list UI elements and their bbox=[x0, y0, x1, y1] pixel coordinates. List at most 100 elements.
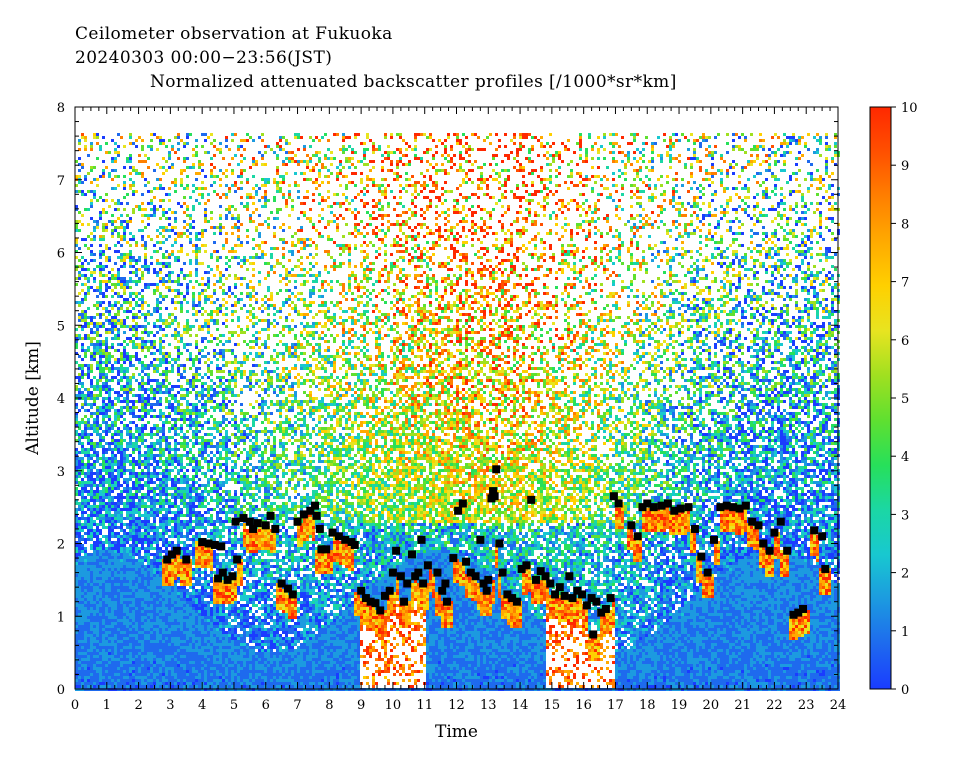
heatmap-cell-3348 bbox=[156, 460, 159, 463]
heatmap-cell-3947 bbox=[171, 478, 174, 481]
heatmap-cell-1282 bbox=[105, 457, 108, 460]
heatmap-cell-714 bbox=[90, 670, 93, 673]
heatmap-cell-586 bbox=[87, 664, 90, 667]
heatmap-cell-3727 bbox=[165, 496, 168, 499]
heatmap-cell-1874 bbox=[120, 295, 123, 298]
heatmap-cell-3387 bbox=[156, 601, 159, 604]
heatmap-cell-1511 bbox=[111, 379, 114, 382]
heatmap-cell-2737 bbox=[141, 304, 144, 307]
heatmap-cell-474 bbox=[84, 673, 87, 676]
heatmap-cell-2289 bbox=[129, 487, 132, 490]
heatmap-cell-3566 bbox=[162, 283, 165, 286]
heatmap-cell-360 bbox=[81, 676, 84, 679]
heatmap-cell-3537 bbox=[159, 664, 162, 667]
heatmap-cell-3394 bbox=[156, 622, 159, 625]
heatmap-cell-1149 bbox=[102, 451, 105, 454]
heatmap-cell-1678 bbox=[114, 553, 117, 556]
heatmap-cell-1435 bbox=[108, 568, 111, 571]
heatmap-cell-3260 bbox=[153, 565, 156, 568]
heatmap-cell-199 bbox=[78, 565, 81, 568]
heatmap-cell-3699 bbox=[165, 379, 168, 382]
heatmap-cell-1505 bbox=[111, 346, 114, 349]
heatmap-cell-3591 bbox=[162, 433, 165, 436]
heatmap-cell-2806 bbox=[141, 589, 144, 592]
heatmap-cell-2217 bbox=[126, 667, 129, 670]
heatmap-cell-1109 bbox=[102, 250, 105, 253]
heatmap-cell-4069 bbox=[174, 493, 177, 496]
heatmap-cell-2824 bbox=[141, 643, 144, 646]
heatmap-cell-3135 bbox=[150, 529, 153, 532]
heatmap-cell-1645 bbox=[114, 424, 117, 427]
heatmap-cell-3869 bbox=[168, 580, 171, 583]
heatmap-cell-3992 bbox=[171, 631, 174, 634]
heatmap-cell-2264 bbox=[129, 376, 132, 379]
heatmap-cell-2996 bbox=[147, 412, 150, 415]
heatmap-cell-3193 bbox=[153, 214, 156, 217]
heatmap-cell-179 bbox=[78, 493, 81, 496]
heatmap-cell-1865 bbox=[120, 244, 123, 247]
heatmap-cell-422 bbox=[84, 502, 87, 505]
heatmap-cell-1245 bbox=[105, 310, 108, 313]
heatmap-cell-1694 bbox=[114, 601, 117, 604]
heatmap-cell-3792 bbox=[168, 154, 171, 157]
heatmap-cell-3889 bbox=[168, 640, 171, 643]
heatmap-cell-1445 bbox=[108, 598, 111, 601]
heatmap-cell-3160 bbox=[150, 613, 153, 616]
heatmap-cell-1736 bbox=[117, 235, 120, 238]
heatmap-cell-3343 bbox=[156, 433, 159, 436]
heatmap-cell-1624 bbox=[114, 313, 117, 316]
heatmap-cell-3469 bbox=[159, 439, 162, 442]
heatmap-cell-2059 bbox=[123, 547, 126, 550]
heatmap-cell-1404 bbox=[108, 475, 111, 478]
heatmap-cell-794 bbox=[93, 550, 96, 553]
heatmap-cell-3201 bbox=[153, 307, 156, 310]
heatmap-cell-158 bbox=[78, 394, 81, 397]
heatmap-cell-610 bbox=[90, 253, 93, 256]
heatmap-cell-4004 bbox=[171, 667, 174, 670]
heatmap-cell-448 bbox=[84, 595, 87, 598]
heatmap-cell-2182 bbox=[126, 562, 129, 565]
heatmap-cell-3005 bbox=[147, 463, 150, 466]
heatmap-cell-2828 bbox=[141, 655, 144, 658]
heatmap-cell-500 bbox=[87, 346, 90, 349]
heatmap-cell-2799 bbox=[141, 568, 144, 571]
heatmap-cell-3310 bbox=[156, 241, 159, 244]
heatmap-cell-3929 bbox=[171, 370, 174, 373]
heatmap-cell-2068 bbox=[123, 574, 126, 577]
heatmap-cell-782 bbox=[93, 505, 96, 508]
heatmap-cell-1078 bbox=[99, 637, 102, 640]
heatmap-cell-681 bbox=[90, 571, 93, 574]
heatmap-cell-2129 bbox=[126, 352, 129, 355]
heatmap-cell-2611 bbox=[138, 304, 141, 307]
heatmap-cell-3291 bbox=[153, 658, 156, 661]
heatmap-cell-3915 bbox=[171, 250, 174, 253]
heatmap-cell-2608 bbox=[138, 280, 141, 283]
heatmap-cell-3278 bbox=[153, 619, 156, 622]
heatmap-cell-1712 bbox=[114, 655, 117, 658]
heatmap-cell-1812 bbox=[117, 556, 120, 559]
heatmap-cell-1647 bbox=[114, 433, 117, 436]
heatmap-cell-3619 bbox=[162, 535, 165, 538]
heatmap-cell-2862 bbox=[144, 325, 147, 328]
heatmap-cell-3493 bbox=[159, 523, 162, 526]
heatmap-cell-1800 bbox=[117, 514, 120, 517]
heatmap-cell-3287 bbox=[153, 646, 156, 649]
heatmap-cell-2383 bbox=[132, 346, 135, 349]
heatmap-cell-317 bbox=[81, 544, 84, 547]
heatmap-cell-370 bbox=[84, 178, 87, 181]
heatmap-cell-1629 bbox=[114, 328, 117, 331]
heatmap-cell-638 bbox=[90, 415, 93, 418]
heatmap-cell-3198 bbox=[153, 283, 156, 286]
heatmap-cell-387 bbox=[84, 322, 87, 325]
heatmap-cell-3014 bbox=[147, 490, 150, 493]
heatmap-cell-2952 bbox=[144, 667, 147, 670]
heatmap-cell-135 bbox=[78, 259, 81, 262]
heatmap-cell-2550 bbox=[135, 547, 138, 550]
heatmap-cell-2676 bbox=[138, 577, 141, 580]
heatmap-cell-2725 bbox=[141, 229, 144, 232]
heatmap-cell-3180 bbox=[150, 673, 153, 676]
heatmap-cell-3981 bbox=[171, 598, 174, 601]
heatmap-cell-4064 bbox=[174, 478, 177, 481]
heatmap-cell-4089 bbox=[174, 562, 177, 565]
heatmap-cell-1400 bbox=[108, 463, 111, 466]
